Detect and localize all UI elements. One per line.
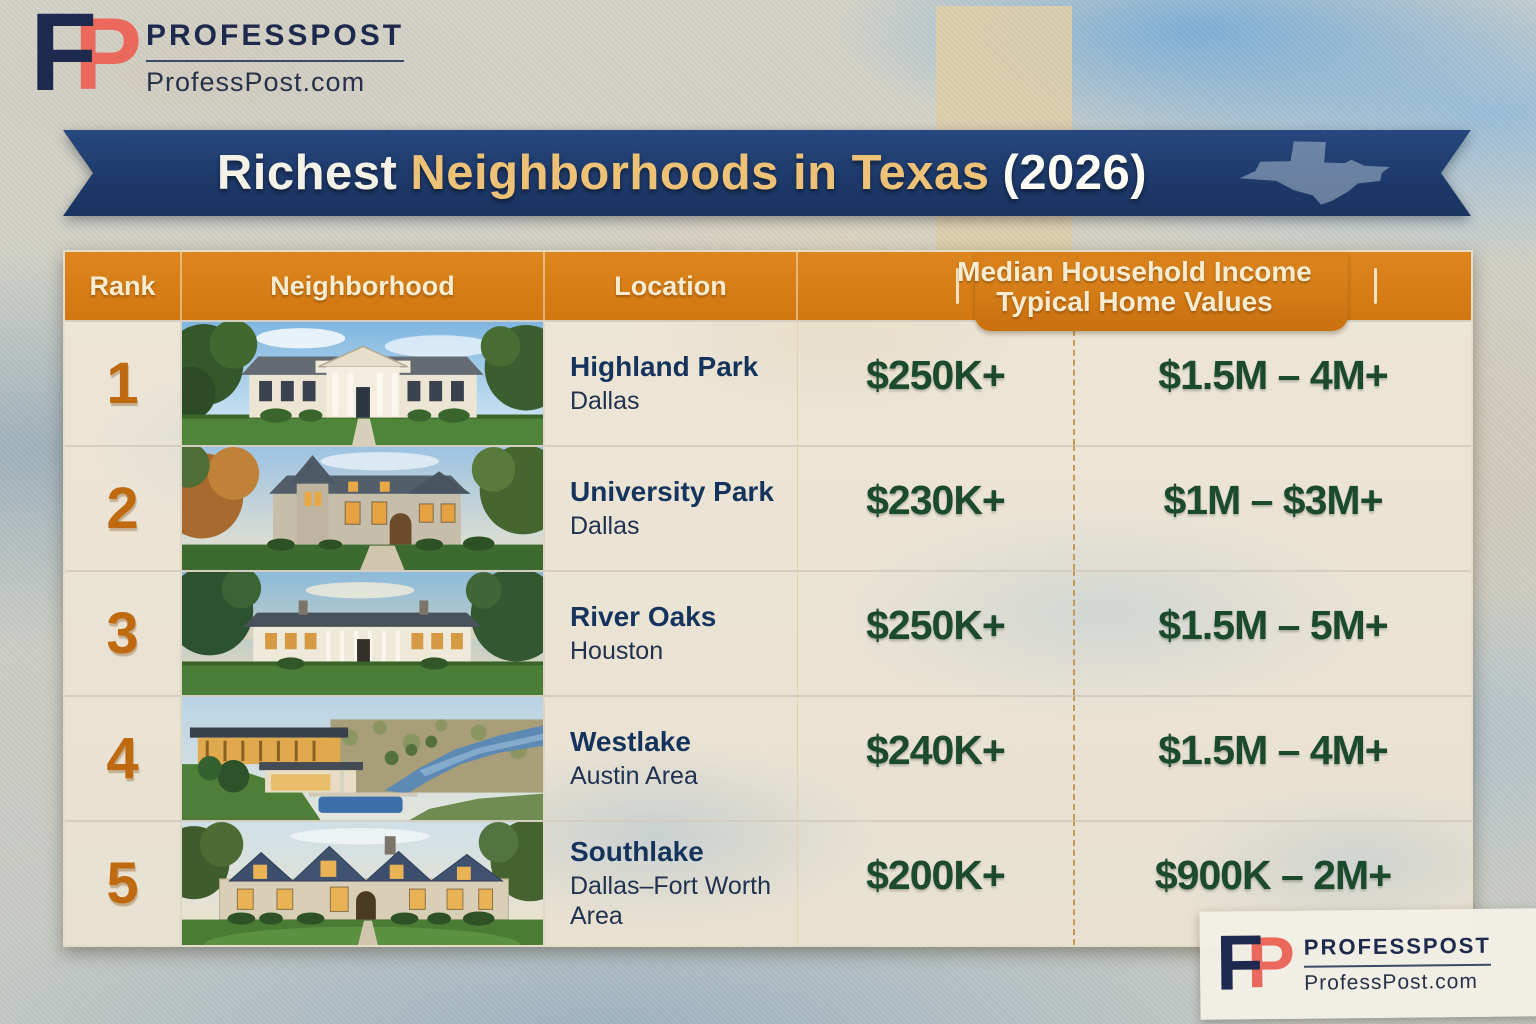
rank-cell: 2 [65, 445, 182, 570]
page-title: Richest Neighborhoods in Texas (2026) [217, 145, 1147, 201]
neighborhood-area: Dallas [570, 512, 640, 541]
location-cell: Highland Park Dallas [545, 320, 798, 445]
brand-site-url: ProfessPost.com [1304, 969, 1479, 995]
neighborhood-area: Austin Area [570, 762, 698, 791]
logo-letter-f: F [30, 0, 98, 114]
rank-cell: 1 [65, 320, 182, 445]
rank-number: 2 [106, 476, 139, 541]
location-cell: Southlake Dallas–Fort Worth Area [545, 820, 798, 945]
location-cell: University Park Dallas [545, 445, 798, 570]
home-values-cell: $1.5M – 4M+ [1075, 695, 1471, 820]
professpost-logo-icon: F P [1216, 918, 1296, 1006]
median-income-value: $240K+ [866, 727, 1006, 773]
photo-cell [182, 320, 545, 445]
home-values-value: $900K – 2M+ [1154, 852, 1392, 898]
rank-number: 1 [106, 351, 139, 416]
brand-site-url: ProfessPost.com [146, 66, 366, 97]
header-tab-shape [975, 252, 1348, 331]
brand-name: PROFESSPOST [146, 18, 405, 52]
home-values-value: $1M – $3M+ [1163, 477, 1383, 523]
home-values-cell: $900K – 2M+ [1075, 820, 1471, 945]
brand-name: PROFESSPOST [1303, 932, 1491, 960]
rank-number: 3 [106, 601, 139, 666]
neighborhood-name: Southlake [570, 836, 704, 868]
income-cell: $230K+ [798, 445, 1075, 570]
header-rank: Rank [65, 252, 182, 320]
photo-cell [182, 695, 545, 820]
title-highlight: Neighborhoods in Texas [410, 146, 990, 200]
header-divider-bar [956, 268, 959, 304]
neighborhood-name: River Oaks [570, 601, 717, 633]
home-values-value: $1.5M – 5M+ [1158, 602, 1388, 648]
median-income-value: $200K+ [866, 852, 1006, 898]
neighborhood-name: Highland Park [570, 351, 759, 383]
median-income-value: $250K+ [866, 352, 1006, 398]
home-values-cell: $1.5M – 4M+ [1075, 320, 1471, 445]
home-values-value: $1.5M – 4M+ [1158, 352, 1388, 398]
rank-cell: 3 [65, 570, 182, 695]
neighborhood-area: Houston [570, 637, 664, 666]
brand-footer: F P PROFESSPOST ProfessPost.com [1216, 918, 1492, 1007]
income-cell: $200K+ [798, 820, 1075, 945]
photo-cell [182, 445, 545, 570]
brand-text: PROFESSPOST ProfessPost.com [1304, 932, 1492, 995]
location-cell: Westlake Austin Area [545, 695, 798, 820]
university-park-mansion-photo [182, 447, 543, 570]
home-values-cell: $1.5M – 5M+ [1075, 570, 1471, 695]
title-year: (2026) [1002, 146, 1148, 200]
header-home-values: Typical Home Values [996, 286, 1273, 317]
logo-letter-p: P [74, 0, 143, 111]
logo-letter-f: F [1215, 918, 1265, 1007]
neighborhood-area: Dallas–Fort Worth Area [570, 871, 771, 931]
rank-cell: 4 [65, 695, 182, 820]
header-income-home-values: Median Household Income Typical Home Val… [798, 252, 1471, 331]
home-values-cell: $1M – $3M+ [1075, 445, 1471, 570]
ranking-table: Rank Neighborhood Location Median Househ… [63, 250, 1473, 947]
home-values-value: $1.5M – 4M+ [1158, 727, 1388, 773]
photo-cell [182, 570, 545, 695]
southlake-mansion-photo [182, 822, 543, 945]
brand-text: PROFESSPOST ProfessPost.com [146, 18, 405, 98]
rank-number: 5 [106, 851, 139, 916]
title-ribbon: Richest Neighborhoods in Texas (2026) [63, 130, 1471, 216]
professpost-logo-icon: F P [30, 0, 142, 108]
brand-divider [146, 59, 405, 62]
river-oaks-mansion-photo [182, 572, 543, 695]
rank-number: 4 [106, 726, 139, 791]
income-cell: $250K+ [798, 320, 1075, 445]
median-income-value: $230K+ [866, 477, 1006, 523]
neighborhood-name: Westlake [570, 726, 691, 758]
header-combined-text: Median Household Income Typical Home Val… [957, 255, 1312, 317]
neighborhood-area: Dallas [570, 387, 640, 416]
income-cell: $240K+ [798, 695, 1075, 820]
brand-divider [1304, 963, 1492, 968]
header-median-income: Median Household Income [957, 256, 1312, 287]
brand-footer-card: F P PROFESSPOST ProfessPost.com [1199, 908, 1536, 1020]
header-neighborhood: Neighborhood [182, 252, 545, 320]
header-location: Location [545, 252, 798, 320]
photo-cell [182, 820, 545, 945]
title-lead: Richest [216, 146, 398, 200]
texas-outline-icon [1233, 140, 1393, 206]
median-income-value: $250K+ [866, 602, 1006, 648]
title-banner: Richest Neighborhoods in Texas (2026) [63, 130, 1471, 216]
rank-cell: 5 [65, 820, 182, 945]
location-cell: River Oaks Houston [545, 570, 798, 695]
header-divider-bar [1374, 268, 1377, 304]
brand-header: F P PROFESSPOST ProfessPost.com [30, 0, 405, 108]
neighborhood-name: University Park [570, 476, 774, 508]
westlake-lake-house-photo [182, 697, 543, 820]
income-cell: $250K+ [798, 570, 1075, 695]
highland-park-mansion-photo [182, 322, 543, 445]
